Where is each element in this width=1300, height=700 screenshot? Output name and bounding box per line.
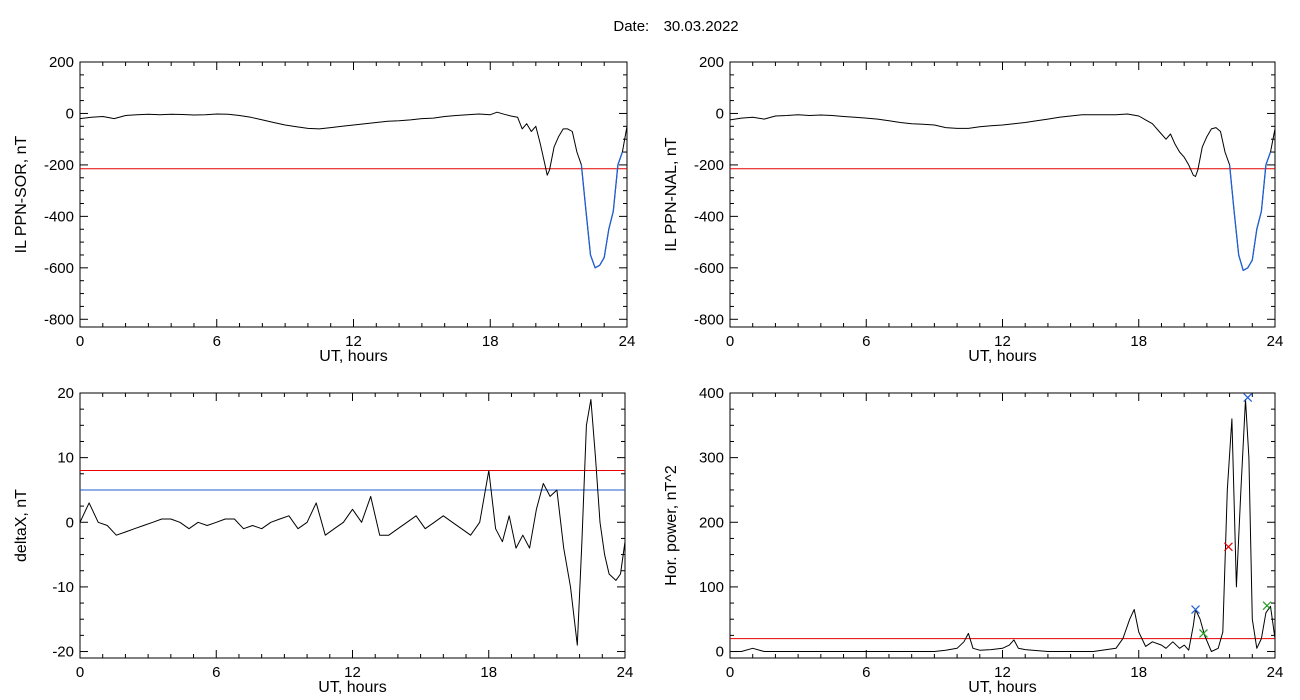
- date-value: 30.03.2022: [663, 18, 739, 35]
- peak-marker: [1262, 601, 1272, 611]
- plot-frame: [79, 61, 628, 328]
- panel-p3: 0 6 12 18 24 -20 -10 0 10 20 UT, hours deltaX, nT: [13, 385, 633, 696]
- y-tick-label: 200: [699, 514, 724, 531]
- y-axis-title: deltaX, nT: [13, 489, 30, 562]
- y-tick-label: -200: [44, 157, 74, 174]
- y-tick-label: 0: [716, 644, 724, 661]
- x-axis-title: UT, hours: [319, 348, 387, 365]
- plot-frame: [729, 61, 1276, 328]
- x-axis-title: UT, hours: [968, 679, 1036, 696]
- y-tick-label: -600: [44, 260, 74, 277]
- x-tick-label: 6: [213, 333, 221, 350]
- y-tick-label: -10: [52, 579, 74, 596]
- x-tick-label: 12: [994, 664, 1011, 681]
- peak-marker: [1191, 605, 1200, 614]
- y-axis-title: IL PPN-SOR, nT: [13, 135, 30, 253]
- series-line: [730, 399, 1275, 652]
- y-tick-label: 200: [49, 54, 74, 71]
- plot-area: [730, 113, 1275, 272]
- plot-area: [80, 399, 625, 646]
- peak-marker: [1224, 542, 1233, 552]
- x-tick-label: 6: [212, 664, 220, 681]
- panel-p1: 0 6 12 18 24 -800 -600 -400 -200 0 200 UT, hours IL …: [13, 54, 635, 365]
- series-line: [580, 151, 624, 269]
- series-line: [80, 399, 625, 646]
- y-tick-label: 400: [699, 385, 724, 402]
- date-title: Date: 30.03.2022: [0, 18, 1300, 35]
- x-tick-label: 12: [345, 333, 362, 350]
- series-line: [80, 111, 627, 269]
- x-tick-label: 24: [619, 333, 636, 350]
- x-axis-title: UT, hours: [968, 348, 1036, 365]
- y-tick-label: -800: [694, 311, 724, 328]
- y-axis-title: Hor. power, nT^2: [663, 465, 680, 586]
- y-axis-title: IL PPN-NAL, nT: [663, 137, 680, 251]
- x-axis-title: UT, hours: [318, 679, 386, 696]
- x-tick-label: 0: [726, 333, 734, 350]
- x-tick-label: 24: [1267, 664, 1284, 681]
- y-tick-label: 0: [66, 105, 74, 122]
- y-tick-label: -800: [44, 311, 74, 328]
- y-tick-label: 200: [699, 54, 724, 71]
- series-line: [1228, 151, 1272, 272]
- x-tick-label: 18: [1130, 664, 1147, 681]
- y-tick-label: 100: [699, 579, 724, 596]
- x-tick-label: 6: [862, 664, 870, 681]
- peak-marker: [1199, 629, 1208, 638]
- y-tick-label: -600: [694, 260, 724, 277]
- y-tick-label: -200: [694, 157, 724, 174]
- x-tick-label: 24: [617, 664, 634, 681]
- x-tick-label: 18: [1130, 333, 1147, 350]
- y-tick-label: -20: [52, 644, 74, 661]
- y-tick-label: -400: [44, 208, 74, 225]
- date-label: Date:: [613, 18, 650, 35]
- x-tick-label: 24: [1267, 333, 1284, 350]
- x-tick-label: 18: [482, 333, 499, 350]
- y-tick-label: 10: [57, 450, 74, 467]
- peak-marker: [1243, 393, 1253, 402]
- x-tick-label: 12: [344, 664, 361, 681]
- panel-p4: 0 6 12 18 24 0 100 200 300 400 UT, hours Hor. power…: [663, 385, 1283, 696]
- plot-frame: [729, 392, 1276, 659]
- y-tick-label: 300: [699, 450, 724, 467]
- y-tick-label: 20: [57, 385, 74, 402]
- plot-area: [730, 393, 1275, 652]
- y-tick-label: 0: [66, 514, 74, 531]
- y-tick-label: 0: [716, 105, 724, 122]
- series-line: [730, 113, 1275, 271]
- y-tick-label: -400: [694, 208, 724, 225]
- x-tick-label: 0: [76, 664, 84, 681]
- x-tick-label: 0: [726, 664, 734, 681]
- x-tick-label: 6: [862, 333, 870, 350]
- x-tick-label: 12: [994, 333, 1011, 350]
- x-tick-label: 0: [76, 333, 84, 350]
- panel-p2: 0 6 12 18 24 -800 -600 -400 -200 0 200 UT, hours IL …: [663, 54, 1283, 365]
- plot-frame: [79, 392, 626, 659]
- plot-area: [80, 111, 627, 269]
- x-tick-label: 18: [480, 664, 497, 681]
